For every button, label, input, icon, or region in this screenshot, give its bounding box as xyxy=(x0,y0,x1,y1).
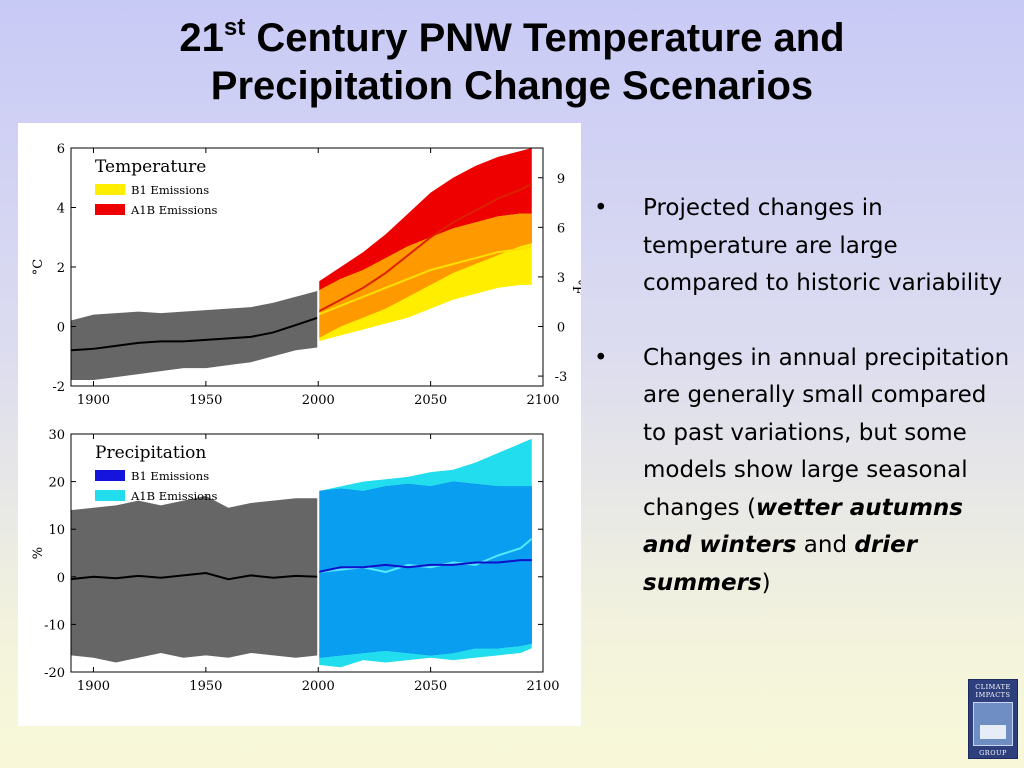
scenario-overlap-band xyxy=(318,481,532,658)
legend-label: A1B Emissions xyxy=(130,203,218,217)
historical-range-band xyxy=(71,290,319,381)
chart-figure: 1900 1950 2000 2050 2100-20246°C-30369°FTemp… xyxy=(31,142,581,694)
bullet-text-part: Changes in annual precipitation are gene… xyxy=(643,344,1010,521)
x-tick-label: 2100 xyxy=(526,679,559,694)
legend-swatch xyxy=(95,470,125,481)
x-tick-label: 1950 xyxy=(189,679,222,694)
y-tick-label: -2 xyxy=(52,380,65,395)
y-tick-label: 4 xyxy=(57,202,65,217)
y-tick-label: -10 xyxy=(44,618,65,633)
x-tick-label: 2000 xyxy=(302,393,335,408)
bullet-dot: • xyxy=(594,195,608,221)
y-tick-label: -20 xyxy=(44,666,65,681)
slide-title: 21st Century PNW Temperature and Precipi… xyxy=(0,14,1024,110)
y-axis-label: °C xyxy=(31,259,46,276)
y2-tick-label: -3 xyxy=(555,370,568,385)
logo-landscape-icon xyxy=(973,702,1013,746)
bullet-emphasis-wetter: wetter autumns and winters xyxy=(643,494,964,559)
y2-tick-label: 3 xyxy=(557,271,565,286)
logo-text-bottom: GROUP xyxy=(979,749,1007,757)
x-tick-label: 2050 xyxy=(414,393,447,408)
title-prefix: 21 xyxy=(179,16,224,60)
bullet-dot: • xyxy=(594,344,608,371)
bullet-text: Projected changes in temperature are lar… xyxy=(643,195,1003,296)
y-tick-label: 10 xyxy=(48,523,65,538)
legend-swatch xyxy=(95,490,125,501)
chart-title: Precipitation xyxy=(95,443,206,463)
y-tick-label: 0 xyxy=(57,321,65,336)
x-tick-label: 2100 xyxy=(526,393,559,408)
bullet-text: Changes in annual precipitation are gene… xyxy=(643,345,1009,596)
title-line-2: Precipitation Change Scenarios xyxy=(210,64,814,108)
b1-emissions-mean-line xyxy=(317,245,533,316)
scenario-overlap-band xyxy=(318,213,532,339)
y-tick-label: 2 xyxy=(57,261,65,276)
y2-tick-label: 0 xyxy=(557,321,565,336)
bullet-emphasis-drier: drier summers xyxy=(643,532,918,596)
legend-label: B1 Emissions xyxy=(131,469,209,483)
x-tick-label: 2000 xyxy=(302,679,335,694)
precipitation-chart xyxy=(70,433,544,673)
bullet-item-precipitation: • Changes in annual precipitation are ge… xyxy=(590,340,1010,603)
x-tick-label: 1900 xyxy=(77,393,110,408)
y-axis-label: % xyxy=(31,547,46,559)
a1b-emissions-mean-line xyxy=(317,182,533,313)
x-tick-label: 1950 xyxy=(189,393,222,408)
x-tick-label: 1900 xyxy=(77,679,110,694)
y2-tick-label: 6 xyxy=(557,221,565,236)
bullet-list: • Projected changes in temperature are l… xyxy=(590,190,1010,639)
bullet-text-part: and xyxy=(796,532,855,558)
historical-range-band xyxy=(71,495,319,663)
plot-frame xyxy=(70,433,544,673)
x-tick-label: 2050 xyxy=(414,679,447,694)
legend-label: B1 Emissions xyxy=(131,183,209,197)
chart-title: Temperature xyxy=(95,157,206,177)
title-rest: Century PNW Temperature and xyxy=(245,16,845,60)
title-line-1: 21st Century PNW Temperature and xyxy=(0,14,1024,62)
y2-tick-label: 9 xyxy=(557,172,565,187)
historical-mean-line xyxy=(70,316,319,352)
title-superscript: st xyxy=(223,14,246,41)
legend-label: A1B Emissions xyxy=(130,489,218,503)
bullet-text-part: ) xyxy=(761,569,771,596)
bullet-item-temperature: • Projected changes in temperature are l… xyxy=(590,190,1010,303)
y-tick-label: 0 xyxy=(57,571,65,586)
legend-swatch xyxy=(95,204,125,215)
temperature-chart xyxy=(70,147,544,387)
legend-swatch xyxy=(95,184,125,195)
logo-text-top: CLIMATE xyxy=(975,683,1011,691)
historical-mean-line xyxy=(70,571,319,581)
chart-panel: 1900 1950 2000 2050 2100 -2 0 2 4 6 °C -3 0 3 6 9 °F Temp… xyxy=(18,123,581,726)
y-tick-label: 6 xyxy=(57,142,65,157)
b1-emissions-mean-line xyxy=(318,559,532,574)
y2-axis-label: °F xyxy=(569,279,581,295)
y-tick-label: 20 xyxy=(48,476,65,491)
logo-text-middle: IMPACTS xyxy=(975,691,1011,699)
climate-impacts-group-logo: CLIMATE IMPACTS GROUP xyxy=(968,679,1018,759)
y-tick-label: 30 xyxy=(48,428,65,443)
